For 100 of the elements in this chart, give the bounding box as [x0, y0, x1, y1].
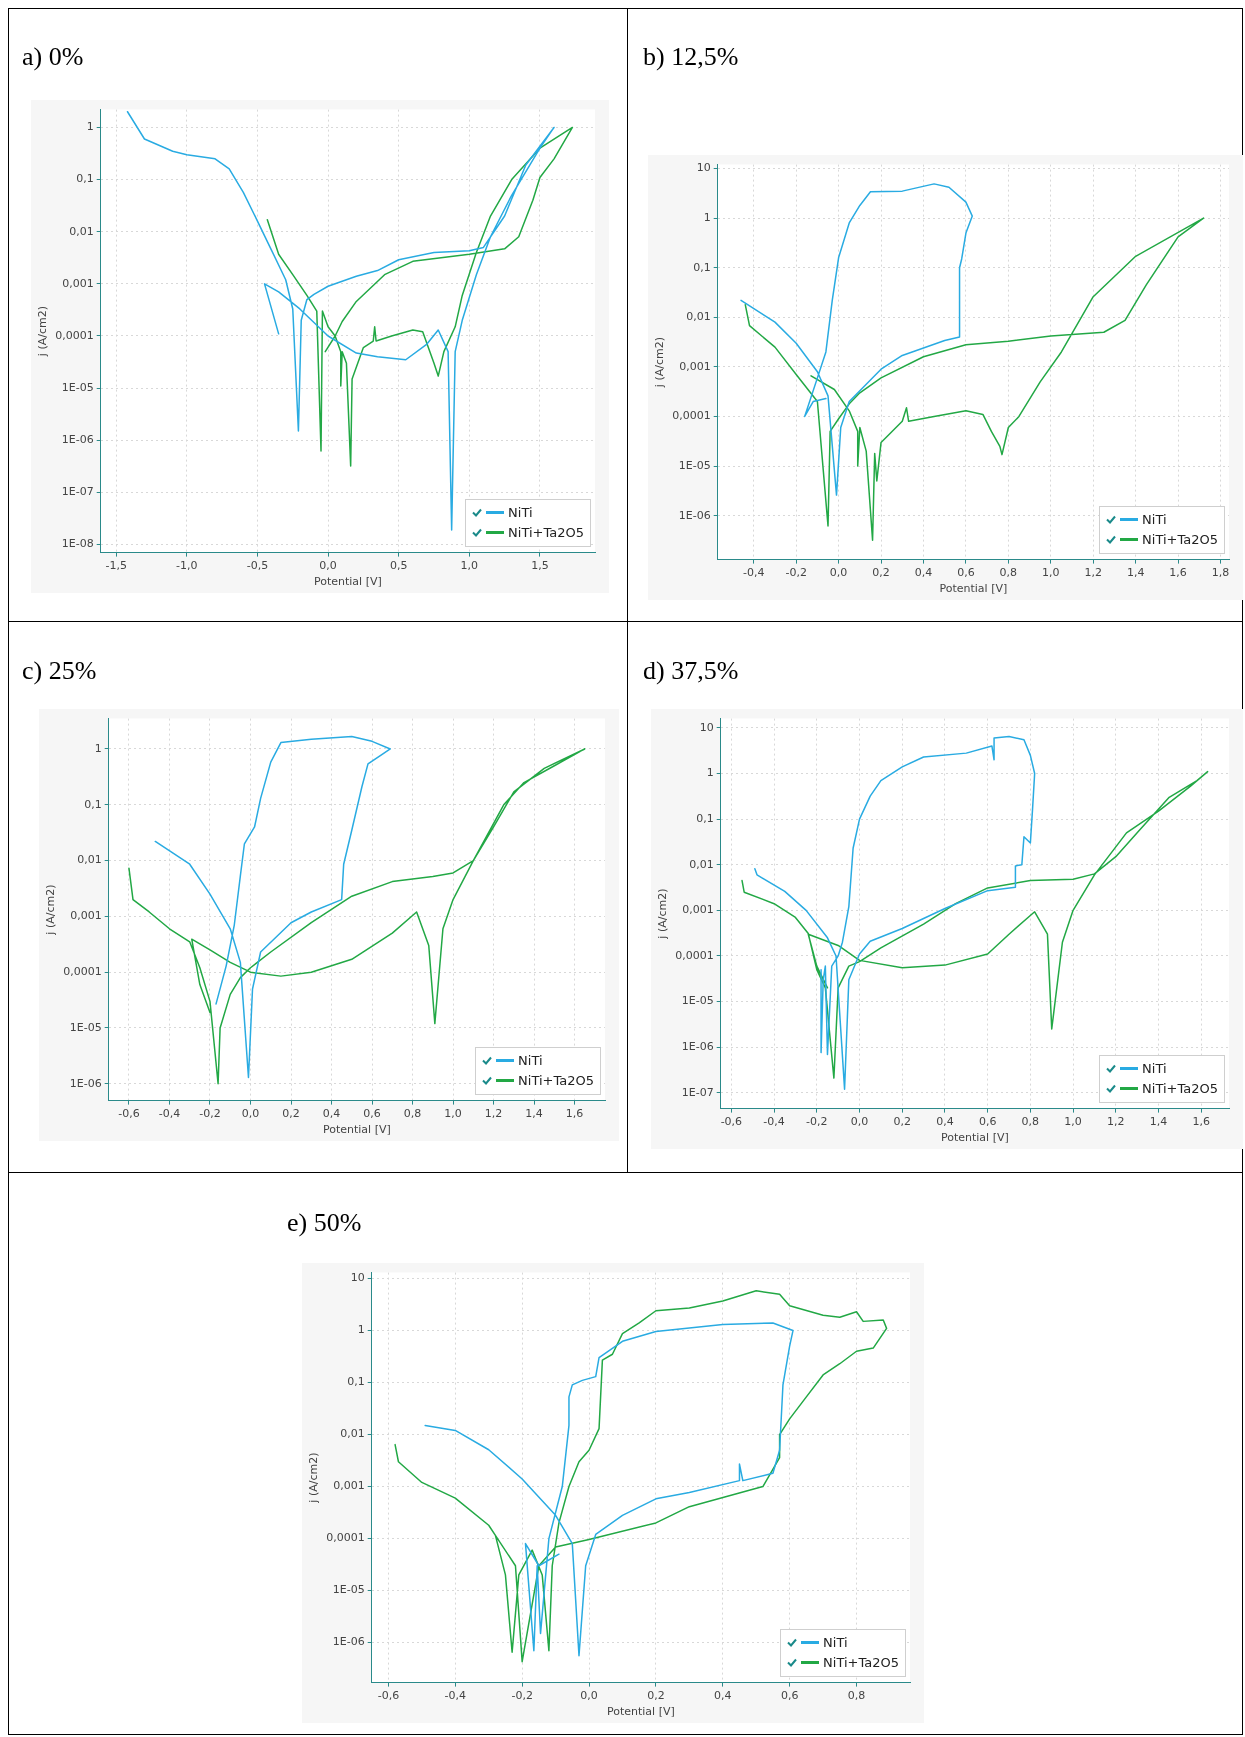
x-tick-label: 0,0 — [850, 1115, 869, 1129]
y-tick-label: 0,1 — [76, 172, 94, 186]
x-axis-title: Potential [V] — [313, 575, 382, 589]
legend-label: NiTi+Ta2O5 — [518, 1073, 594, 1089]
legend-label: NiTi+Ta2O5 — [508, 525, 584, 541]
x-tick-label: 1,8 — [1211, 566, 1230, 580]
y-tick-label: 1E-05 — [681, 994, 714, 1008]
legend-label: NiTi — [823, 1635, 848, 1651]
x-tick-label: -0,6 — [118, 1107, 140, 1121]
x-tick-label: 0,8 — [1021, 1115, 1040, 1129]
y-tick-label: 1E-06 — [69, 1076, 102, 1090]
x-axis-title: Potential [V] — [940, 1131, 1009, 1145]
legend-label: NiTi — [518, 1053, 543, 1069]
chart-title: d) 37,5% — [643, 656, 739, 686]
y-tick-label: 0,01 — [69, 224, 94, 238]
x-axis-title: Potential [V] — [322, 1123, 391, 1137]
x-tick-label: 0,0 — [241, 1107, 260, 1121]
x-tick-label: 1,0 — [460, 559, 479, 573]
y-tick-label: 10 — [350, 1271, 365, 1285]
x-tick-label: -0,4 — [743, 566, 765, 580]
x-axis-title: Potential [V] — [606, 1705, 675, 1719]
chart-title: b) 12,5% — [643, 42, 739, 72]
y-axis-title: j (A/cm2) — [307, 1452, 321, 1504]
y-tick-label: 0,001 — [70, 909, 102, 923]
legend-label: NiTi — [1142, 512, 1167, 528]
legend-label: NiTi — [508, 505, 533, 521]
x-tick-label: 0,0 — [319, 559, 337, 573]
y-tick-label: 0,1 — [347, 1375, 365, 1389]
y-tick-label: 0,0001 — [63, 965, 102, 979]
y-tick-label: 0,0001 — [675, 948, 714, 962]
legend-label: NiTi+Ta2O5 — [823, 1655, 899, 1671]
y-tick-label: 1E-06 — [61, 433, 94, 447]
x-tick-label: -1,5 — [105, 559, 127, 573]
x-tick-label: 0,4 — [322, 1107, 341, 1121]
x-tick-label: 1,6 — [1192, 1115, 1210, 1129]
x-tick-label: 1,2 — [484, 1107, 503, 1121]
x-tick-label: 1,2 — [1107, 1115, 1125, 1129]
x-tick-label: -0,4 — [444, 1689, 467, 1703]
y-axis-title: j (A/cm2) — [36, 306, 50, 358]
x-tick-label: 0,2 — [647, 1689, 665, 1703]
y-tick-label: 0,01 — [689, 857, 714, 871]
x-tick-label: 0,6 — [780, 1689, 799, 1703]
y-tick-label: 0,0001 — [55, 328, 94, 342]
x-tick-label: -0,4 — [763, 1115, 785, 1129]
y-tick-label: 1E-05 — [678, 458, 711, 472]
y-tick-label: 0,01 — [77, 853, 102, 867]
y-tick-label: 1 — [703, 210, 711, 224]
x-tick-label: 1,4 — [1149, 1115, 1168, 1129]
y-tick-label: 1E-07 — [61, 485, 94, 499]
x-tick-label: 0,6 — [363, 1107, 381, 1121]
y-tick-label: 0,01 — [686, 310, 711, 324]
legend-label: NiTi+Ta2O5 — [1142, 1081, 1218, 1097]
y-tick-label: 1 — [706, 766, 714, 780]
y-tick-label: 1E-05 — [69, 1020, 102, 1034]
y-tick-label: 1E-06 — [681, 1040, 714, 1054]
x-tick-label: 1,2 — [1084, 566, 1102, 580]
y-tick-label: 0,1 — [693, 260, 711, 274]
x-tick-label: 0,2 — [282, 1107, 300, 1121]
y-tick-label: 1E-06 — [678, 508, 711, 522]
y-tick-label: 0,0001 — [326, 1531, 365, 1545]
x-tick-label: 0,6 — [978, 1115, 997, 1129]
x-tick-label: -1,0 — [176, 559, 198, 573]
x-axis-title: Potential [V] — [939, 582, 1008, 596]
x-tick-label: -0,4 — [158, 1107, 181, 1121]
x-tick-label: 1,6 — [565, 1107, 584, 1121]
x-tick-label: -0,5 — [246, 559, 269, 573]
x-tick-label: -0,6 — [720, 1115, 743, 1129]
x-tick-label: 0,8 — [403, 1107, 422, 1121]
y-tick-label: 1E-05 — [332, 1583, 365, 1597]
x-tick-label: -0,2 — [199, 1107, 221, 1121]
x-tick-label: 1,0 — [444, 1107, 462, 1121]
x-tick-label: 0,6 — [957, 566, 975, 580]
x-tick-label: 0,8 — [999, 566, 1018, 580]
x-tick-label: 0,4 — [936, 1115, 954, 1129]
x-tick-label: 0,5 — [389, 559, 408, 573]
chart-title: a) 0% — [22, 42, 84, 72]
chart-title: c) 25% — [22, 656, 97, 686]
y-tick-label: 0,01 — [340, 1427, 365, 1441]
y-tick-label: 0,0001 — [672, 409, 711, 423]
y-tick-label: 10 — [696, 161, 711, 175]
y-tick-label: 0,1 — [84, 797, 102, 811]
x-tick-label: 1,4 — [525, 1107, 543, 1121]
legend-label: NiTi — [1142, 1061, 1167, 1077]
x-tick-label: 0,2 — [893, 1115, 911, 1129]
x-tick-label: 1,5 — [531, 559, 549, 573]
y-tick-label: 0,1 — [696, 811, 714, 825]
x-tick-label: 1,0 — [1042, 566, 1060, 580]
x-tick-label: -0,6 — [377, 1689, 400, 1703]
y-tick-label: 1E-05 — [61, 380, 94, 394]
x-tick-label: -0,2 — [806, 1115, 828, 1129]
y-axis-title: j (A/cm2) — [44, 884, 58, 936]
x-tick-label: 1,0 — [1064, 1115, 1082, 1129]
x-tick-label: 0,0 — [580, 1689, 598, 1703]
y-tick-label: 1 — [357, 1323, 365, 1337]
x-tick-label: 0,2 — [872, 566, 890, 580]
legend-label: NiTi+Ta2O5 — [1142, 532, 1218, 548]
y-tick-label: 1E-08 — [61, 537, 94, 551]
x-tick-label: 0,4 — [714, 1689, 732, 1703]
x-tick-label: 0,0 — [829, 566, 848, 580]
x-tick-label: 1,6 — [1169, 566, 1187, 580]
